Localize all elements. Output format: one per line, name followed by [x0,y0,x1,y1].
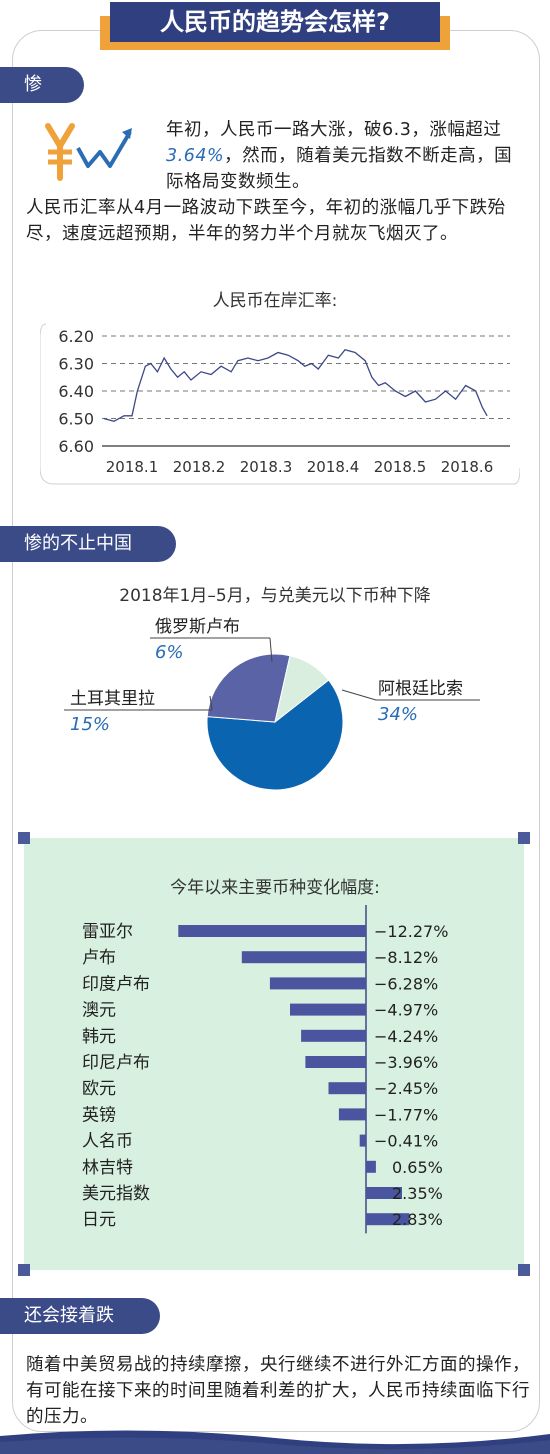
corner-marker [518,832,530,844]
bar-chart: 雷亚尔 −12.27% 卢布 −8.12% 印度卢布 −6.28% 澳元 −4.97% 韩元 −4… [82,905,448,1234]
corner-marker [18,1264,30,1276]
bar-chart-panel [24,838,524,1270]
line-chart-x-tick: 2018.5 [374,458,427,476]
bar-value-label: −4.24% [374,1027,438,1046]
conclusion-paragraph: 随着中美贸易战的持续摩擦，央行继续不进行外汇方面的操作，有可能在接下来的时间里随… [26,1355,530,1427]
bar-category-label: 英镑 [82,1105,116,1125]
bar [366,1187,402,1199]
pie-chart-title: 2018年1月–5月，与兑美元以下币种下降 [119,586,431,606]
intro-text-1: 年初，人民币一路大涨，破6.3，涨幅超过 [166,120,502,140]
pie-chart: 阿根廷比索 34% 土耳其里拉 15% 俄罗斯卢布 6% [64,617,480,791]
bar [359,1134,366,1147]
pie-label-value: 6% [155,642,184,663]
intro-text-2: ，然而，随着美元指数不断走高，国际格局变数频生。 [166,146,513,192]
bar-value-label: 2.83% [392,1210,443,1229]
line-chart-series [103,348,488,422]
pie-slice [206,679,344,791]
bar-category-label: 美元指数 [82,1184,150,1204]
pie-slice [206,653,291,723]
line-chart-y-tick: 6.30 [58,355,94,374]
corner-marker [518,1264,530,1276]
intro-highlight: 3.64% [166,146,225,166]
intro-paragraph-top: 年初，人民币一路大涨，破6.3，涨幅超过 3.64%，然而，随着美元指数不断走高，… [166,117,528,195]
bar-chart-title: 今年以来主要币种变化幅度: [170,878,380,898]
line-chart-x-tick: 2018.3 [240,458,293,476]
line-chart-y-tick: 6.40 [58,382,94,401]
title-banner: 人民币的趋势会怎样? [100,2,450,50]
bar-category-label: 澳元 [82,1001,116,1021]
yuan-rising-chart-icon [45,123,132,181]
pie-label-name: 阿根廷比索 [378,679,463,699]
bar [290,1003,366,1016]
bar-value-label: 0.65% [392,1158,443,1177]
line-chart-y-tick: 6.20 [58,327,94,346]
bar [366,1213,410,1226]
intro-paragraph-bottom: 人民币汇率从4月一路波动下跌至今，年初的涨幅几乎下跌殆尽，速度远超预期，半年的努… [26,198,506,244]
bar-category-label: 印尼卢布 [82,1053,150,1073]
bar-category-label: 林吉特 [82,1158,133,1178]
bar-value-label: −8.12% [374,948,438,967]
bar-category-label: 人名币 [82,1132,133,1152]
bar [338,1108,366,1121]
bar-category-label: 雷亚尔 [82,922,133,942]
pie-leader-line [209,695,213,711]
pie-leader-line [269,637,273,663]
pie-label-name: 土耳其里拉 [70,689,155,709]
bar-value-label: −12.27% [374,922,448,941]
bar-value-label: −0.41% [374,1132,438,1151]
bar-category-label: 日元 [82,1210,116,1230]
line-chart-y-tick: 6.60 [58,437,94,456]
bar [305,1056,366,1068]
section-header-2: 惨的不止中国 [0,526,176,562]
page-title: 人民币的趋势会怎样? [110,2,440,42]
line-chart: 6.20 6.30 6.40 6.50 6.60 2018.1 2018.2 2018.3 20… [40,323,520,485]
pie-slice [274,655,330,724]
corner-marker [18,832,30,844]
bar-value-label: −2.45% [374,1079,438,1098]
bottom-wave [0,1430,550,1454]
bar-category-label: 印度卢布 [82,974,150,994]
line-chart-x-tick: 2018.2 [173,458,226,476]
bar [366,1160,376,1173]
line-chart-x-tick: 2018.1 [106,458,159,476]
pie-label: 土耳其里拉 15% [64,689,213,735]
bar-value-label: −3.96% [374,1053,438,1072]
bar [178,925,366,937]
bar [269,977,366,990]
pie-label-value: 34% [378,704,418,725]
section-header-1: 惨 [0,67,84,103]
pie-leader-line [341,689,377,701]
pie-label-value: 15% [70,714,110,735]
bar [301,1029,366,1042]
line-chart-frame [40,323,520,485]
line-chart-x-tick: 2018.4 [307,458,360,476]
bar-value-label: −1.77% [374,1105,438,1124]
bar-value-label: 2.35% [392,1184,443,1203]
line-chart-x-tick: 2018.6 [441,458,494,476]
line-chart-title: 人民币在岸汇率: [212,291,338,311]
pie-label: 阿根廷比索 34% [341,679,480,725]
bar-category-label: 卢布 [82,948,116,968]
pie-label-name: 俄罗斯卢布 [155,617,240,637]
bar-value-label: −4.97% [374,1001,438,1020]
pie-label: 俄罗斯卢布 6% [150,617,273,663]
section-header-3: 还会接着跌 [0,1298,160,1334]
line-chart-y-tick: 6.50 [58,410,94,429]
bar-value-label: −6.28% [374,974,438,993]
bar [241,951,366,964]
bar-category-label: 韩元 [82,1027,116,1047]
bar [328,1082,366,1095]
bar-category-label: 欧元 [82,1079,116,1099]
